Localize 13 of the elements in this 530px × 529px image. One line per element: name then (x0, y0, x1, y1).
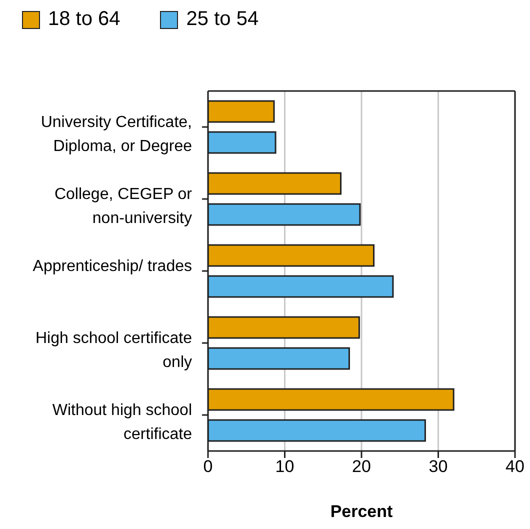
legend-label: 25 to 54 (186, 8, 259, 31)
y-tick-label: Apprenticeship/ trades (32, 258, 192, 275)
y-tick-label: University Certificate, Diploma, or Degree (40, 114, 192, 155)
x-tick-label: 40 (506, 457, 524, 476)
x-axis-title: Percent (330, 502, 394, 521)
x-tick-label: 0 (203, 457, 213, 476)
legend-label: 18 to 64 (48, 8, 120, 31)
x-tick-label: 10 (275, 457, 294, 476)
x-tick-label: 30 (428, 457, 448, 476)
y-tick-label: Without high school certificate (52, 402, 192, 443)
x-tick-label: 20 (352, 457, 371, 476)
y-tick-label: High school certificate only (35, 330, 192, 371)
y-tick-label: College, CEGEP or non-university (54, 186, 193, 227)
